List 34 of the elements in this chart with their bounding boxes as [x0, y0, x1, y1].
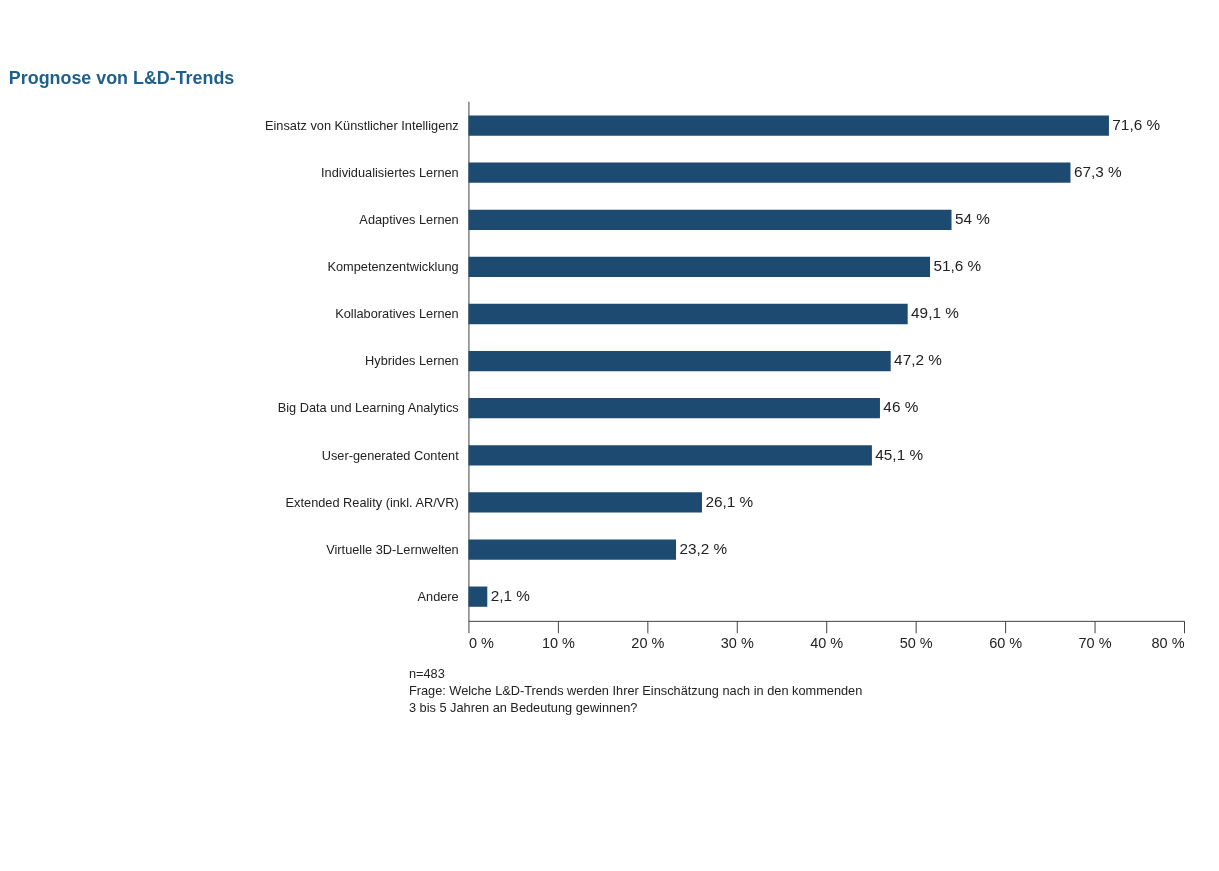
data-label: 46 %: [883, 398, 919, 416]
x-tick-label: 50 %: [899, 634, 933, 651]
x-tick-label: 10 %: [541, 634, 576, 651]
x-tick-label: 20 %: [631, 634, 665, 651]
x-tick-label: 0 %: [468, 634, 495, 651]
data-label: 54 %: [954, 210, 991, 228]
text: n=483: [408, 666, 445, 681]
y-tick-label: Big Data und Learning Analytics: [277, 400, 459, 416]
x-tick-label: 80 %: [1151, 634, 1185, 651]
data-label: 45,1 %: [875, 445, 924, 463]
x-tick-label: 40 %: [810, 634, 844, 651]
data-label: 51,6 %: [933, 257, 982, 275]
y-tick-label: Hybrides Lernen: [365, 353, 459, 369]
y-tick-label: Einsatz von Künstlicher Intelligenz: [265, 117, 459, 133]
y-tick-label: User-generated Content: [321, 447, 460, 463]
y-tick-label: Andere: [417, 588, 459, 604]
y-tick-label: Extended Reality (inkl. AR/VR): [285, 494, 459, 510]
y-tick-label: Virtuelle 3D-Lernwelten: [326, 541, 459, 557]
data-label: 49,1 %: [911, 304, 960, 322]
x-tick-label: 60 %: [989, 634, 1023, 651]
y-tick-label: Kollaboratives Lernen: [335, 306, 459, 322]
data-label: 47,2 %: [894, 351, 943, 369]
text: Frage: Welche L&D-Trends werden Ihrer Einschätzung nach in den kommenden 3 bis 5 Jahren an Bedeutung gewinnen?: [408, 683, 863, 716]
y-tick-label: Kompetenzentwicklung: [327, 259, 459, 275]
x-tick-label: 30 %: [720, 634, 754, 651]
text: Prognose von L&D-Trends: [8, 68, 235, 89]
x-tick-label: 70 %: [1078, 634, 1112, 651]
data-label: 26,1 %: [705, 492, 754, 510]
data-label: 23,2 %: [679, 539, 728, 557]
y-tick-label: Adaptives Lernen: [359, 212, 459, 228]
data-label: 2,1 %: [490, 586, 531, 604]
y-tick-label: Individualisiertes Lernen: [321, 164, 459, 180]
data-label: 67,3 %: [1073, 162, 1122, 180]
data-label: 71,6 %: [1112, 115, 1161, 133]
